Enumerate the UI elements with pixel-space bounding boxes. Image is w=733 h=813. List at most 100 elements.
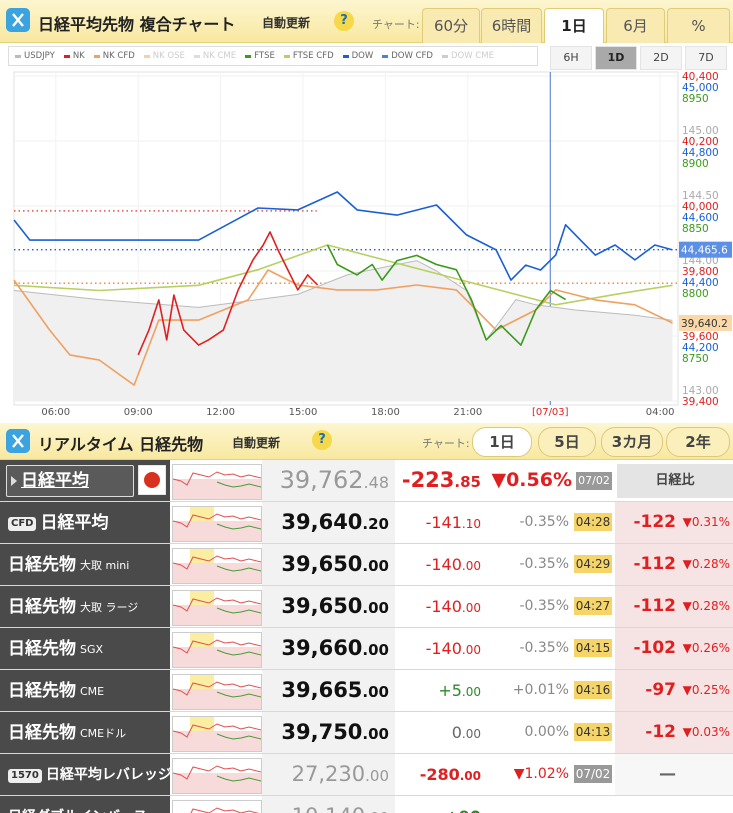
sparkline[interactable] bbox=[172, 590, 262, 626]
price-cell: 39,650.00 bbox=[262, 544, 395, 585]
price-dec: .00 bbox=[362, 725, 389, 743]
diff-cell: -12 bbox=[615, 712, 680, 753]
y-tick-label: 39,800 bbox=[682, 266, 719, 278]
name-cell[interactable]: 日経先物 大取 ラージ bbox=[0, 586, 170, 627]
sparkline[interactable] bbox=[172, 464, 262, 500]
change-int: -140 bbox=[425, 555, 462, 574]
name-cell[interactable]: 日経先物 SGX bbox=[0, 628, 170, 669]
range-tab[interactable]: 6月 bbox=[606, 8, 665, 43]
time-cell: 07/02 bbox=[576, 472, 612, 490]
range-tab[interactable]: 60分 bbox=[422, 8, 480, 43]
sparkline-fill bbox=[173, 647, 261, 667]
help-icon[interactable]: ? bbox=[312, 430, 332, 450]
diff-cell: -112 bbox=[615, 586, 680, 627]
legend-item[interactable]: NK CFD bbox=[93, 51, 135, 61]
diff-cell: -102 bbox=[615, 628, 680, 669]
sparkline[interactable] bbox=[172, 632, 262, 668]
quote-name: 日経先物 bbox=[8, 723, 76, 743]
sparkline[interactable] bbox=[172, 674, 262, 710]
name-cell[interactable]: 日経ダブルインバース bbox=[0, 796, 170, 813]
sparkline-path bbox=[173, 765, 261, 780]
change-int: -140 bbox=[425, 639, 462, 658]
price-int: 27,230 bbox=[291, 762, 366, 786]
legend-item[interactable]: NK bbox=[63, 51, 85, 61]
index-row: 日経平均 39,762.48 -223.85 ▼0.56% 07/02 日経比 bbox=[0, 460, 733, 502]
sparkline[interactable] bbox=[172, 716, 262, 752]
diff-header: 日経比 bbox=[617, 464, 733, 498]
range-button[interactable]: 2年 bbox=[666, 427, 730, 457]
range-button[interactable]: 5日 bbox=[538, 427, 596, 457]
help-icon[interactable]: ? bbox=[334, 11, 354, 31]
price-cell: 39,660.00 bbox=[262, 628, 395, 669]
sparkline-path bbox=[173, 639, 261, 654]
sparkline[interactable] bbox=[172, 758, 262, 794]
y-tick-label: 145.00 bbox=[682, 125, 719, 137]
sparkline-fill bbox=[173, 605, 261, 625]
legend-item[interactable]: FTSE bbox=[245, 51, 275, 61]
y-tick-label: 44,400 bbox=[682, 277, 719, 289]
sparkline[interactable] bbox=[172, 800, 262, 813]
price-cell: 10,140.00 bbox=[262, 796, 395, 813]
range-tab[interactable]: % bbox=[667, 8, 730, 43]
legend-item[interactable]: DOW bbox=[342, 51, 373, 61]
legend-item[interactable]: NK CME bbox=[193, 51, 236, 61]
range-button[interactable]: 1日 bbox=[472, 427, 532, 457]
name-cell[interactable]: CFD 日経平均 bbox=[0, 502, 170, 543]
diff-pct-cell: ▼0.28% bbox=[680, 586, 733, 627]
legend-swatch bbox=[342, 54, 349, 58]
legend-item[interactable]: FTSE CFD bbox=[283, 51, 334, 61]
sparkline-path bbox=[173, 681, 261, 696]
price-cell: 39,762.48 bbox=[262, 460, 395, 501]
range-tab[interactable]: 6時間 bbox=[481, 8, 542, 43]
sparkline[interactable] bbox=[172, 548, 262, 584]
span-button[interactable]: 1D bbox=[595, 46, 637, 70]
price-cell: 39,640.20 bbox=[262, 502, 395, 543]
price-dec: .00 bbox=[365, 809, 389, 813]
y-tick-label: 143.00 bbox=[682, 385, 719, 397]
arrow-shape bbox=[11, 476, 17, 486]
span-button[interactable]: 7D bbox=[685, 46, 727, 70]
sparkline-path bbox=[190, 807, 260, 813]
legend-swatch bbox=[382, 54, 389, 58]
price-int: 39,660 bbox=[281, 636, 363, 660]
index-name-box[interactable]: 日経平均 bbox=[6, 465, 134, 497]
name-cell[interactable]: 日経先物 CME bbox=[0, 670, 170, 711]
pct-cell: 0.00% bbox=[524, 724, 569, 740]
flag-sun bbox=[144, 472, 160, 488]
diff-pct-cell: ▼0.31% bbox=[680, 502, 733, 543]
y-tick-label: 8950 bbox=[682, 93, 709, 105]
diff-pct-cell: ▼0.03% bbox=[680, 712, 733, 753]
span-button[interactable]: 6H bbox=[550, 46, 592, 70]
name-cell[interactable]: 日経先物 大取 mini bbox=[0, 544, 170, 585]
range-button[interactable]: 3カ月 bbox=[601, 427, 663, 457]
sparkline-path bbox=[173, 471, 261, 486]
legend-item[interactable]: DOW CFD bbox=[382, 51, 433, 61]
price-tag-label: 39,640.2 bbox=[681, 318, 728, 330]
sparkline-path bbox=[173, 597, 261, 612]
price-int: 39,650 bbox=[281, 594, 363, 618]
sparkline[interactable] bbox=[172, 506, 262, 542]
name-cell[interactable]: 1570 日経平均レバレッジ bbox=[0, 754, 172, 795]
legend-label: NK bbox=[72, 51, 85, 61]
span-button[interactable]: 2D bbox=[640, 46, 682, 70]
legend-swatch bbox=[283, 54, 290, 58]
chart-label: チャート: bbox=[422, 437, 470, 450]
pct-cell: +0.01% bbox=[512, 682, 569, 698]
legend-item[interactable]: NK OSE bbox=[143, 51, 185, 61]
legend-item[interactable]: DOW CME bbox=[441, 51, 494, 61]
quote-name: 日経平均 bbox=[40, 513, 109, 533]
diff-pct-cell bbox=[680, 754, 733, 795]
index-name[interactable]: 日経平均 bbox=[21, 471, 89, 491]
badge: CFD bbox=[8, 516, 37, 531]
price-int: 39,750 bbox=[281, 720, 363, 744]
name-cell[interactable]: 日経先物 CMEドル bbox=[0, 712, 170, 753]
quote-sub: CME bbox=[80, 685, 105, 698]
x-tick-label: 09:00 bbox=[124, 407, 153, 418]
chart-title: 日経平均先物 複合チャート bbox=[38, 15, 236, 34]
auto-update[interactable]: 自動更新 bbox=[232, 436, 281, 450]
legend-item[interactable]: USDJPY bbox=[15, 51, 55, 61]
legend-swatch bbox=[245, 54, 252, 58]
auto-update[interactable]: 自動更新 bbox=[262, 16, 311, 30]
range-tab[interactable]: 1日 bbox=[544, 8, 604, 43]
change-dec: .00 bbox=[461, 685, 481, 699]
